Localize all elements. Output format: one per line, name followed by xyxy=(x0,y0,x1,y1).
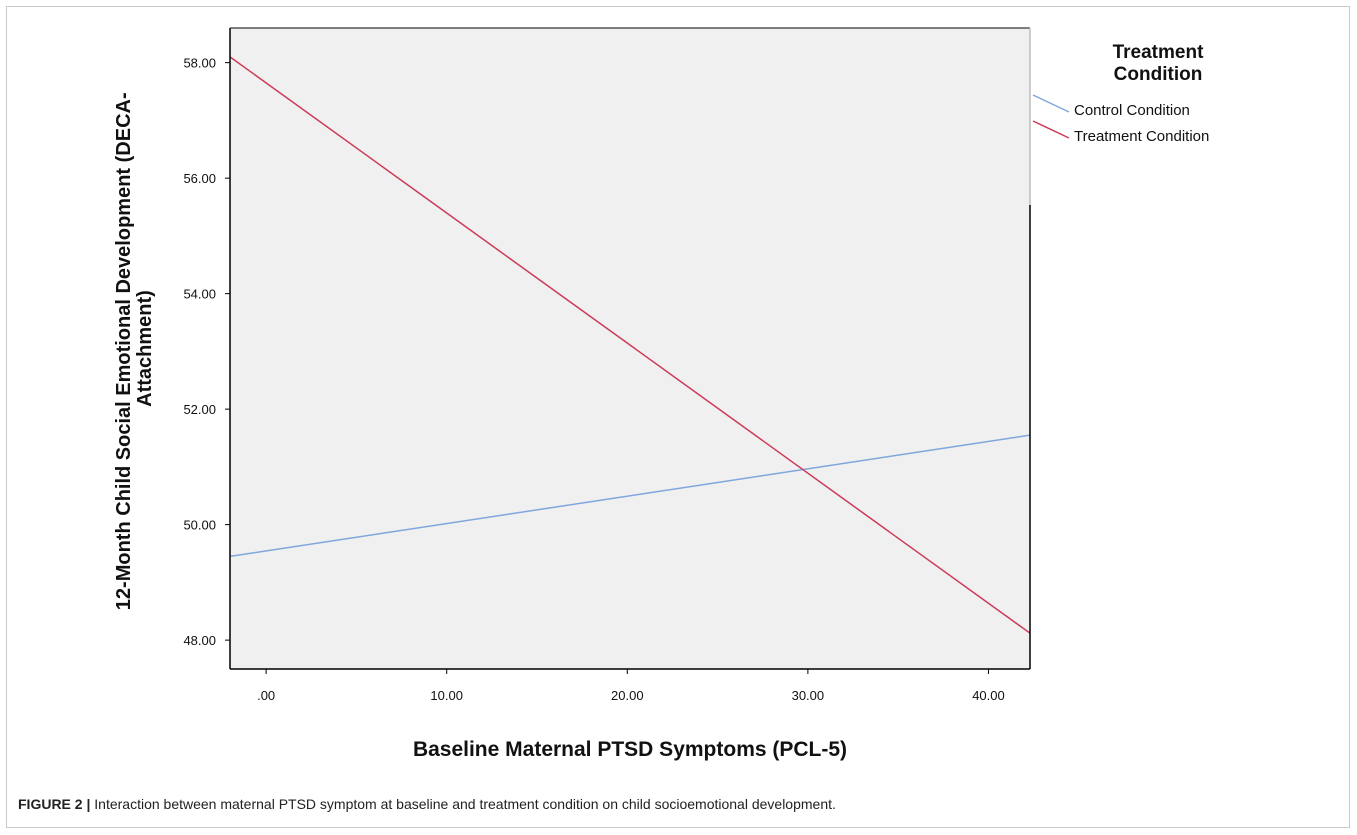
legend-title-line-1: Treatment xyxy=(1113,42,1204,63)
series-lines xyxy=(229,56,1031,634)
y-axis-label-line-2: Attachment) xyxy=(134,290,156,407)
figure-caption-text: Interaction between maternal PTSD sympto… xyxy=(90,796,836,812)
x-axis-label: Baseline Maternal PTSD Symptoms (PCL-5) xyxy=(413,738,847,761)
y-tick-label: 48.00 xyxy=(183,633,216,648)
plot-area xyxy=(230,28,1030,669)
figure-caption-label: FIGURE 2 | xyxy=(18,796,91,812)
legend-label-control-condition: Control Condition xyxy=(1074,102,1190,119)
x-tick-label: 20.00 xyxy=(611,688,644,703)
y-axis-label: 12-Month Child Social Emotional Developm… xyxy=(113,87,156,610)
y-axis-ticks: 48.00 50.00 52.00 54.00 56.00 58.00 xyxy=(183,56,230,648)
x-tick-label: 10.00 xyxy=(430,688,463,703)
x-axis-ticks: .00 10.00 20.00 30.00 40.00 xyxy=(257,669,1005,703)
x-tick-label: 40.00 xyxy=(972,688,1005,703)
series-line-treatment-condition xyxy=(229,56,1031,634)
legend-items: Control Condition Treatment Condition xyxy=(1032,94,1209,145)
x-tick-label: .00 xyxy=(257,688,275,703)
legend-swatch-control-condition xyxy=(1032,94,1070,113)
legend: Treatment Condition Control Condition Tre… xyxy=(1032,42,1209,145)
y-tick-label: 58.00 xyxy=(183,56,216,71)
y-tick-label: 54.00 xyxy=(183,287,216,302)
y-axis-label-line-1: 12-Month Child Social Emotional Developm… xyxy=(113,92,135,610)
y-tick-label: 56.00 xyxy=(183,171,216,186)
x-tick-label: 30.00 xyxy=(792,688,825,703)
y-tick-label: 50.00 xyxy=(183,518,216,533)
series-line-control-condition xyxy=(229,434,1031,558)
legend-title-line-2: Condition xyxy=(1114,64,1203,85)
legend-label-treatment-condition: Treatment Condition xyxy=(1074,128,1209,145)
figure-caption: FIGURE 2 | Interaction between maternal … xyxy=(18,796,836,812)
legend-swatch-treatment-condition xyxy=(1032,120,1070,139)
y-tick-label: 52.00 xyxy=(183,402,216,417)
line-chart: 48.00 50.00 52.00 54.00 56.00 58.00 .00 10.00 2… xyxy=(113,27,1209,761)
